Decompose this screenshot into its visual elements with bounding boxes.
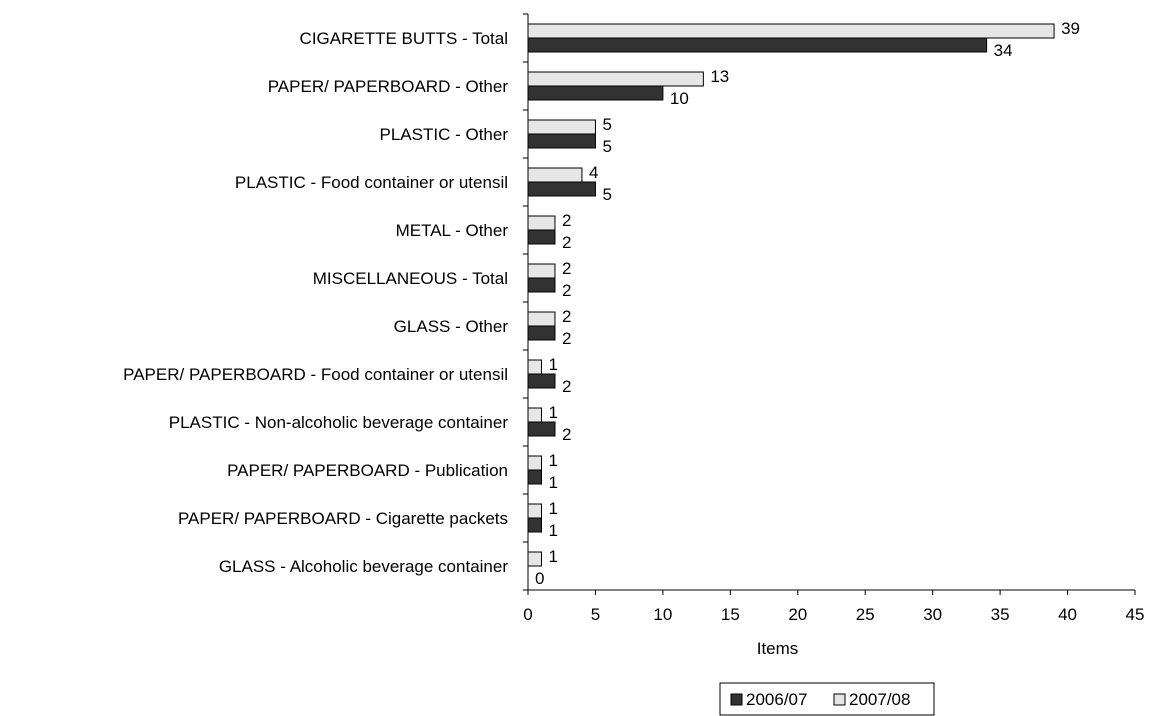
data-label-2007-08: 1 [548,403,557,422]
x-tick-label: 15 [721,605,740,624]
data-label-2007-08: 2 [562,307,571,326]
bar-2006-07 [527,373,556,389]
category-label: METAL - Other [396,221,509,240]
x-tick-label: 20 [788,605,807,624]
bar-2006-07 [527,181,596,197]
data-label-2006-07: 5 [602,185,611,204]
bar-2007-08 [527,215,556,231]
category-label: PAPER/ PAPERBOARD - Food container or ut… [123,365,508,384]
bar-2006-07 [527,469,542,485]
bar-2006-07 [527,37,988,53]
legend-swatch-2006-07 [730,693,743,706]
data-label-2006-07: 2 [562,329,571,348]
data-label-2007-08: 1 [548,499,557,518]
category-label: MISCELLANEOUS - Total [313,269,508,288]
data-label-2006-07: 0 [535,569,544,588]
legend-label-2007-08: 2007/08 [849,690,910,709]
bar-2006-07 [527,325,556,341]
data-label-2006-07: 2 [562,233,571,252]
data-label-2007-08: 4 [589,163,598,182]
bar-2006-07 [527,277,556,293]
x-tick-label: 40 [1058,605,1077,624]
bar-2007-08 [527,167,583,183]
category-label: PLASTIC - Food container or utensil [235,173,508,192]
bar-2006-07 [527,517,542,533]
category-label: PAPER/ PAPERBOARD - Publication [227,461,508,480]
category-label: CIGARETTE BUTTS - Total [300,29,508,48]
bar-2007-08 [527,71,704,87]
bar-2006-07 [527,85,664,101]
x-tick-label: 30 [923,605,942,624]
data-label-2007-08: 1 [548,355,557,374]
data-label-2007-08: 39 [1061,19,1080,38]
category-label: PLASTIC - Other [380,125,509,144]
x-tick-label: 5 [591,605,600,624]
legend-swatch-2007-08 [833,693,846,706]
bar-2007-08 [527,551,542,567]
category-label: PLASTIC - Non-alcoholic beverage contain… [169,413,509,432]
data-label-2007-08: 5 [602,115,611,134]
data-label-2007-08: 1 [548,547,557,566]
legend: 2006/07 2007/08 [719,682,935,716]
data-label-2006-07: 34 [994,41,1013,60]
x-tick-label: 0 [523,605,532,624]
data-label-2007-08: 2 [562,211,571,230]
legend-box [719,682,935,716]
bar-2007-08 [527,407,542,423]
category-label: GLASS - Other [394,317,509,336]
axes [523,13,1136,595]
x-axis-title: Items [757,639,799,658]
legend-label-2006-07: 2006/07 [746,690,807,709]
data-label-2006-07: 1 [548,521,557,540]
bar-2007-08 [527,455,542,471]
data-label-2006-07: 2 [562,377,571,396]
x-tick-label: 10 [653,605,672,624]
data-label-2007-08: 2 [562,259,571,278]
bar-2006-07 [527,133,596,149]
bar-2007-08 [527,263,556,279]
x-tick-label: 25 [856,605,875,624]
bars-layer [527,23,1055,567]
bar-2007-08 [527,311,556,327]
category-label: GLASS - Alcoholic beverage container [219,557,509,576]
data-label-2007-08: 1 [548,451,557,470]
category-label: PAPER/ PAPERBOARD - Cigarette packets [178,509,508,528]
x-tick-label: 35 [991,605,1010,624]
bar-2007-08 [527,119,596,135]
data-label-2007-08: 13 [710,67,729,86]
data-label-2006-07: 2 [562,425,571,444]
bar-2006-07 [527,421,556,437]
data-label-2006-07: 1 [548,473,557,492]
category-label: PAPER/ PAPERBOARD - Other [268,77,509,96]
bar-2007-08 [527,359,542,375]
data-label-2006-07: 10 [670,89,689,108]
bar-2007-08 [527,23,1055,39]
data-label-2006-07: 5 [602,137,611,156]
x-tick-label: 45 [1126,605,1145,624]
bar-2007-08 [527,503,542,519]
bar-2006-07 [527,229,556,245]
data-label-2006-07: 2 [562,281,571,300]
